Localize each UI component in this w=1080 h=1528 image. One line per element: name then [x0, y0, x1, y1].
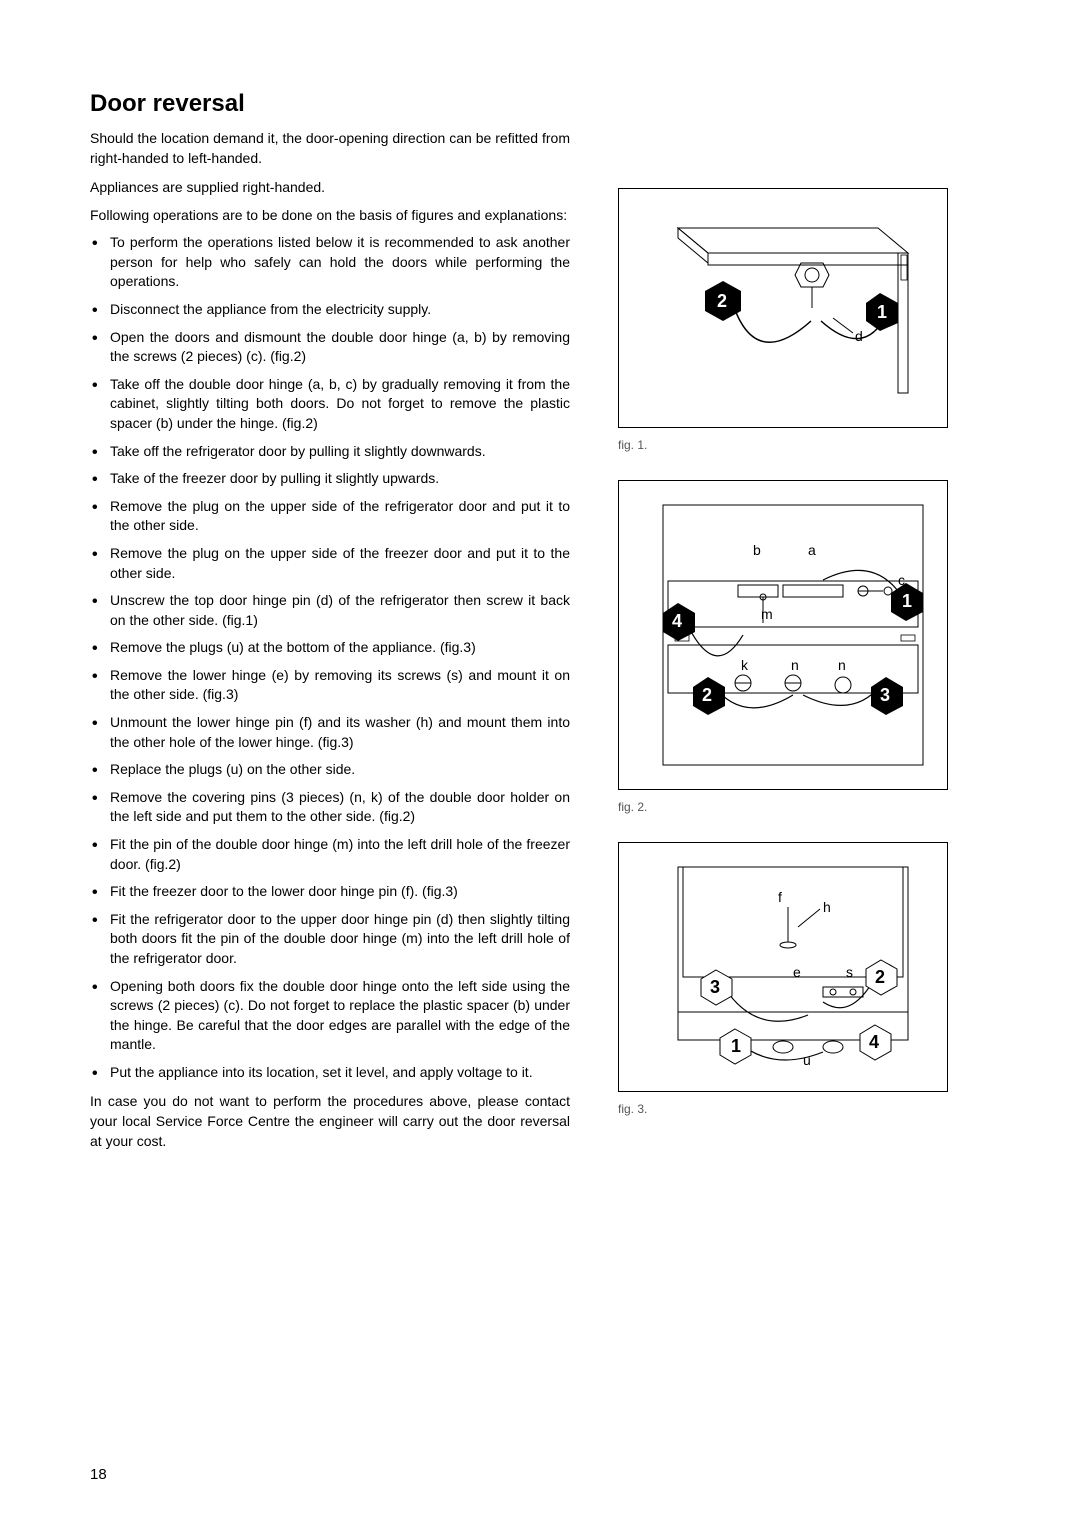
fig2-label-b: b — [753, 542, 761, 558]
content-row: Should the location demand it, the door-… — [90, 128, 990, 1159]
list-item: Put the appliance into its location, set… — [90, 1063, 570, 1083]
fig3-num-4: 4 — [869, 1032, 879, 1052]
fig3-label-h: h — [823, 899, 831, 915]
fig2-label-m: m — [761, 606, 773, 622]
fig2-num-4: 4 — [672, 611, 682, 631]
list-item: Fit the refrigerator door to the upper d… — [90, 910, 570, 969]
list-item: Replace the plugs (u) on the other side. — [90, 760, 570, 780]
figure-3-caption: fig. 3. — [618, 1102, 968, 1116]
fig3-label-f: f — [778, 889, 782, 905]
fig3-num-3: 3 — [710, 977, 720, 997]
page-heading: Door reversal — [90, 90, 990, 118]
fig3-label-e: e — [793, 964, 801, 980]
list-item: Take of the freezer door by pulling it s… — [90, 469, 570, 489]
list-item: Remove the lower hinge (e) by removing i… — [90, 666, 570, 705]
figure-2-caption: fig. 2. — [618, 800, 968, 814]
figure-1: d 1 2 — [618, 188, 948, 428]
fig1-label-d: d — [855, 328, 863, 344]
fig1-label-1: 1 — [877, 302, 887, 322]
list-item: Unmount the lower hinge pin (f) and its … — [90, 713, 570, 752]
figure-1-caption: fig. 1. — [618, 438, 968, 452]
list-item: Fit the freezer door to the lower door h… — [90, 882, 570, 902]
fig3-num-1: 1 — [731, 1036, 741, 1056]
fig1-label-2: 2 — [717, 291, 727, 311]
list-item: Take off the double door hinge (a, b, c)… — [90, 375, 570, 434]
closing-para: In case you do not want to perform the p… — [90, 1091, 570, 1152]
list-item: Take off the refrigerator door by pullin… — [90, 442, 570, 462]
page-number: 18 — [90, 1466, 107, 1483]
list-item: Unscrew the top door hinge pin (d) of th… — [90, 591, 570, 630]
fig2-num-1: 1 — [902, 591, 912, 611]
fig2-label-n2: n — [838, 657, 846, 673]
intro-para-3: Following operations are to be done on t… — [90, 205, 570, 225]
fig2-num-2: 2 — [702, 685, 712, 705]
list-item: Opening both doors fix the double door h… — [90, 977, 570, 1055]
fig2-label-k: k — [741, 657, 749, 673]
list-item: Remove the plugs (u) at the bottom of th… — [90, 638, 570, 658]
text-column: Should the location demand it, the door-… — [90, 128, 570, 1159]
fig2-label-n: n — [791, 657, 799, 673]
fig3-label-s: s — [846, 964, 853, 980]
intro-para-1: Should the location demand it, the door-… — [90, 128, 570, 169]
steps-list: To perform the operations listed below i… — [90, 233, 570, 1082]
list-item: Remove the plug on the upper side of the… — [90, 497, 570, 536]
fig3-num-2: 2 — [875, 967, 885, 987]
fig3-label-u: u — [803, 1052, 811, 1068]
figure-3: u e s f h — [618, 842, 948, 1092]
list-item: Remove the covering pins (3 pieces) (n, … — [90, 788, 570, 827]
figures-column: d 1 2 fig. 1. — [618, 128, 968, 1159]
list-item: Open the doors and dismount the double d… — [90, 328, 570, 367]
figure-2: k n n b — [618, 480, 948, 790]
list-item: To perform the operations listed below i… — [90, 233, 570, 292]
list-item: Remove the plug on the upper side of the… — [90, 544, 570, 583]
list-item: Disconnect the appliance from the electr… — [90, 300, 570, 320]
fig2-label-a: a — [808, 542, 816, 558]
manual-page: Door reversal Should the location demand… — [0, 0, 1080, 1528]
list-item: Fit the pin of the double door hinge (m)… — [90, 835, 570, 874]
fig2-num-3: 3 — [880, 685, 890, 705]
intro-para-2: Appliances are supplied right-handed. — [90, 177, 570, 197]
